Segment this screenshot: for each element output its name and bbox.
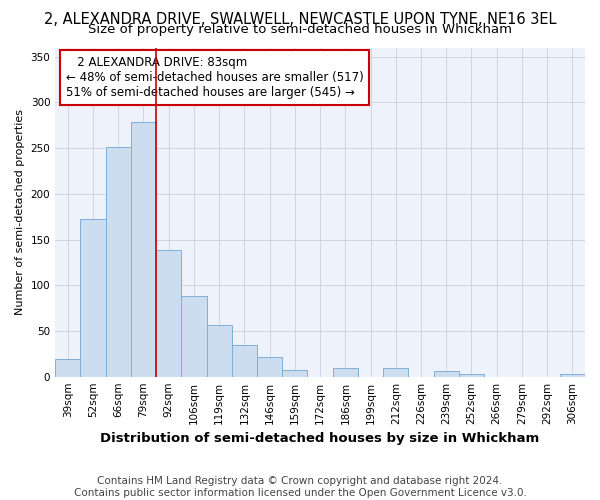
Bar <box>131 122 156 376</box>
Bar <box>332 368 358 376</box>
Bar <box>282 370 307 376</box>
Bar <box>232 344 257 376</box>
Bar <box>55 360 80 376</box>
Bar <box>106 147 131 376</box>
Bar <box>560 374 585 376</box>
Text: 2, ALEXANDRA DRIVE, SWALWELL, NEWCASTLE UPON TYNE, NE16 3EL: 2, ALEXANDRA DRIVE, SWALWELL, NEWCASTLE … <box>44 12 556 28</box>
Bar <box>459 374 484 376</box>
Bar <box>80 220 106 376</box>
Y-axis label: Number of semi-detached properties: Number of semi-detached properties <box>15 109 25 315</box>
Bar <box>383 368 409 376</box>
Bar <box>206 324 232 376</box>
Text: 2 ALEXANDRA DRIVE: 83sqm   
← 48% of semi-detached houses are smaller (517)
51% : 2 ALEXANDRA DRIVE: 83sqm ← 48% of semi-d… <box>66 56 364 98</box>
X-axis label: Distribution of semi-detached houses by size in Whickham: Distribution of semi-detached houses by … <box>100 432 540 445</box>
Bar <box>434 371 459 376</box>
Bar <box>181 296 206 376</box>
Bar <box>257 356 282 376</box>
Bar <box>156 250 181 376</box>
Text: Contains HM Land Registry data © Crown copyright and database right 2024.
Contai: Contains HM Land Registry data © Crown c… <box>74 476 526 498</box>
Text: Size of property relative to semi-detached houses in Whickham: Size of property relative to semi-detach… <box>88 22 512 36</box>
